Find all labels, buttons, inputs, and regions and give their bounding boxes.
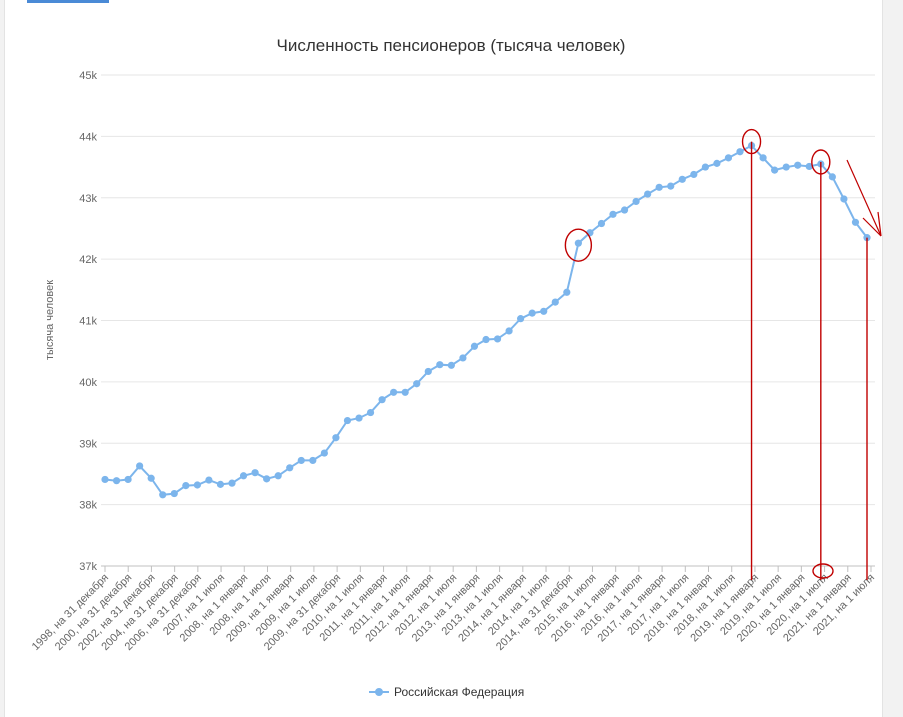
legend-label: Российская Федерация [394,685,524,699]
data-point[interactable] [263,475,271,483]
data-point[interactable] [597,219,606,228]
data-point[interactable] [620,206,629,214]
data-point[interactable] [794,161,802,169]
data-point[interactable] [112,477,121,485]
data-point[interactable] [701,163,709,171]
legend-dot-marker [375,688,383,696]
data-point[interactable] [447,361,455,369]
data-point[interactable] [436,361,444,369]
y-tick-label: 41k [79,316,97,328]
legend[interactable]: Российская Федерация [369,685,524,699]
data-point[interactable] [736,148,744,156]
data-point[interactable] [667,182,675,190]
data-point[interactable] [771,166,779,174]
data-point[interactable] [759,154,767,162]
data-point[interactable] [840,195,848,203]
data-point[interactable] [216,480,225,488]
data-point[interactable] [193,481,201,489]
annotation-arrow-head-left [862,217,882,237]
data-point[interactable] [182,481,190,490]
annotation-arrow-shaft [846,159,882,237]
data-point[interactable] [366,408,375,417]
y-tick-label: 42k [79,254,97,266]
data-point[interactable] [228,479,236,487]
data-point[interactable] [505,327,513,335]
y-tick-label: 45k [79,70,97,82]
data-point[interactable] [170,489,178,498]
data-point[interactable] [390,388,398,396]
data-point[interactable] [493,335,502,343]
data-point[interactable] [205,476,213,484]
data-point[interactable] [863,234,871,242]
data-point[interactable] [309,456,317,465]
chart-title: Численность пенсионеров (тысяча человек) [277,36,626,55]
data-point[interactable] [136,462,144,470]
data-point[interactable] [632,197,640,206]
data-point[interactable] [413,380,421,388]
data-point[interactable] [343,416,352,425]
annotation-circle-axis [812,563,834,579]
data-point[interactable] [551,298,559,306]
data-point[interactable] [286,464,294,472]
series-russian-federation [101,141,871,499]
annotations [564,128,882,580]
data-point[interactable] [805,162,813,171]
data-point[interactable] [332,434,340,442]
y-tick-label: 40k [79,377,97,389]
data-point[interactable] [159,491,167,499]
data-point[interactable] [517,315,525,323]
annotation-circle-jump [564,228,593,262]
data-point[interactable] [828,173,836,181]
data-point[interactable] [655,183,663,191]
data-point[interactable] [690,170,698,179]
y-axis-label: тысяча человек [44,280,56,360]
data-point[interactable] [678,175,686,183]
data-point[interactable] [274,472,282,480]
data-point[interactable] [782,163,790,171]
y-axis-ticks: 37k 38k 39k 40k 41k 42k 43k 44k 45k [79,70,97,573]
data-point[interactable] [724,154,733,162]
data-point[interactable] [482,335,490,344]
data-point[interactable] [470,342,479,350]
line-chart: Численность пенсионеров (тысяча человек)… [30,36,882,699]
y-tick-label: 43k [79,193,97,205]
data-point[interactable] [851,218,860,226]
data-point[interactable] [424,367,432,376]
data-point[interactable] [563,288,571,296]
grid [101,74,875,567]
data-point[interactable] [528,309,536,317]
y-tick-label: 37k [79,561,97,573]
y-tick-label: 39k [79,438,97,450]
data-point[interactable] [147,474,155,482]
data-point[interactable] [320,449,328,457]
data-point[interactable] [401,388,409,396]
data-point[interactable] [644,190,652,198]
data-point[interactable] [239,472,248,480]
y-tick-label: 44k [79,131,97,143]
data-point[interactable] [574,239,582,247]
data-point[interactable] [378,396,386,404]
data-point[interactable] [459,354,467,362]
data-point[interactable] [297,456,305,465]
data-point[interactable] [124,475,132,484]
data-point[interactable] [101,475,109,484]
chart-panel: Численность пенсионеров (тысяча человек)… [4,0,883,717]
data-point[interactable] [713,159,721,167]
data-point[interactable] [251,469,259,477]
tab-indicator[interactable] [27,0,109,3]
data-point[interactable] [609,210,617,218]
data-point[interactable] [540,307,548,315]
annotation-arrow-head-right [877,211,882,237]
y-tick-label: 38k [79,500,97,512]
data-point[interactable] [355,414,363,422]
